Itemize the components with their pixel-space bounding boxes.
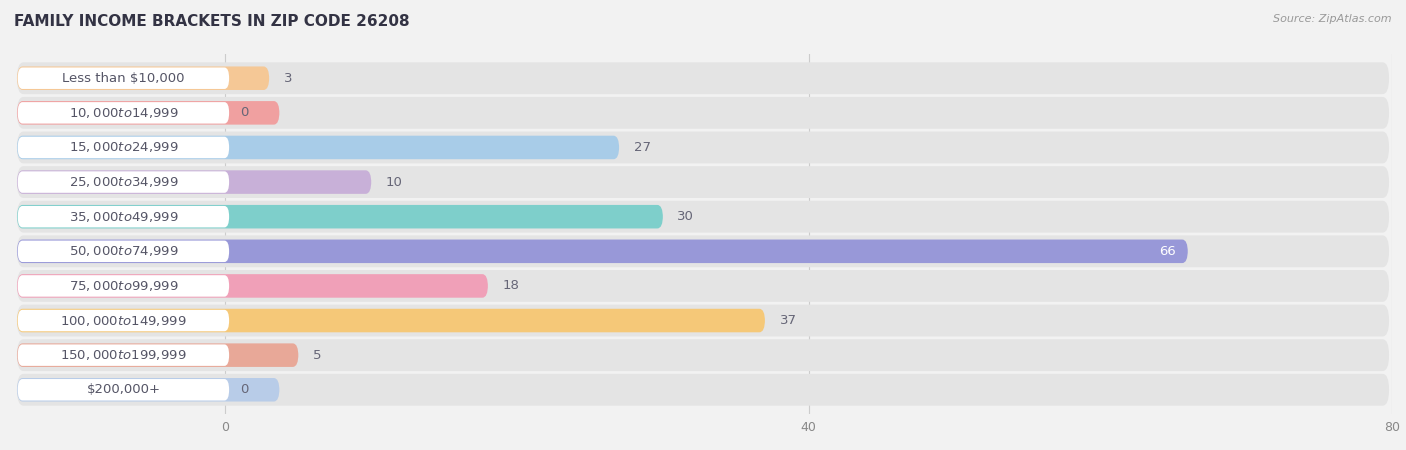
Text: $10,000 to $14,999: $10,000 to $14,999	[69, 106, 179, 120]
FancyBboxPatch shape	[18, 137, 229, 158]
FancyBboxPatch shape	[18, 241, 229, 262]
Text: FAMILY INCOME BRACKETS IN ZIP CODE 26208: FAMILY INCOME BRACKETS IN ZIP CODE 26208	[14, 14, 409, 28]
FancyBboxPatch shape	[17, 343, 298, 367]
Text: 0: 0	[240, 383, 249, 396]
Text: Source: ZipAtlas.com: Source: ZipAtlas.com	[1274, 14, 1392, 23]
FancyBboxPatch shape	[18, 310, 229, 331]
Text: 27: 27	[634, 141, 651, 154]
FancyBboxPatch shape	[17, 67, 269, 90]
FancyBboxPatch shape	[17, 136, 619, 159]
FancyBboxPatch shape	[17, 62, 1389, 94]
FancyBboxPatch shape	[17, 201, 1389, 233]
FancyBboxPatch shape	[18, 102, 229, 124]
Text: 0: 0	[240, 106, 249, 119]
Text: 18: 18	[502, 279, 519, 292]
FancyBboxPatch shape	[17, 205, 662, 229]
Text: $25,000 to $34,999: $25,000 to $34,999	[69, 175, 179, 189]
FancyBboxPatch shape	[17, 239, 1188, 263]
Text: 30: 30	[678, 210, 695, 223]
Text: $50,000 to $74,999: $50,000 to $74,999	[69, 244, 179, 258]
FancyBboxPatch shape	[18, 379, 229, 400]
FancyBboxPatch shape	[18, 206, 229, 227]
FancyBboxPatch shape	[18, 344, 229, 366]
FancyBboxPatch shape	[17, 305, 1389, 337]
FancyBboxPatch shape	[17, 101, 280, 125]
Text: $100,000 to $149,999: $100,000 to $149,999	[60, 314, 187, 328]
FancyBboxPatch shape	[17, 270, 1389, 302]
FancyBboxPatch shape	[18, 171, 229, 193]
Text: $150,000 to $199,999: $150,000 to $199,999	[60, 348, 187, 362]
Text: 5: 5	[314, 349, 322, 362]
FancyBboxPatch shape	[17, 166, 1389, 198]
FancyBboxPatch shape	[17, 274, 488, 298]
FancyBboxPatch shape	[17, 339, 1389, 371]
FancyBboxPatch shape	[17, 170, 371, 194]
FancyBboxPatch shape	[17, 235, 1389, 267]
FancyBboxPatch shape	[17, 374, 1389, 406]
Text: 10: 10	[385, 176, 402, 189]
Text: 66: 66	[1160, 245, 1177, 258]
FancyBboxPatch shape	[17, 309, 765, 332]
Text: 3: 3	[284, 72, 292, 85]
Text: $200,000+: $200,000+	[86, 383, 160, 396]
FancyBboxPatch shape	[17, 97, 1389, 129]
Text: 37: 37	[779, 314, 797, 327]
Text: $15,000 to $24,999: $15,000 to $24,999	[69, 140, 179, 154]
Text: $35,000 to $49,999: $35,000 to $49,999	[69, 210, 179, 224]
FancyBboxPatch shape	[17, 131, 1389, 163]
FancyBboxPatch shape	[18, 275, 229, 297]
FancyBboxPatch shape	[18, 68, 229, 89]
FancyBboxPatch shape	[17, 378, 280, 401]
Text: Less than $10,000: Less than $10,000	[62, 72, 184, 85]
Text: $75,000 to $99,999: $75,000 to $99,999	[69, 279, 179, 293]
